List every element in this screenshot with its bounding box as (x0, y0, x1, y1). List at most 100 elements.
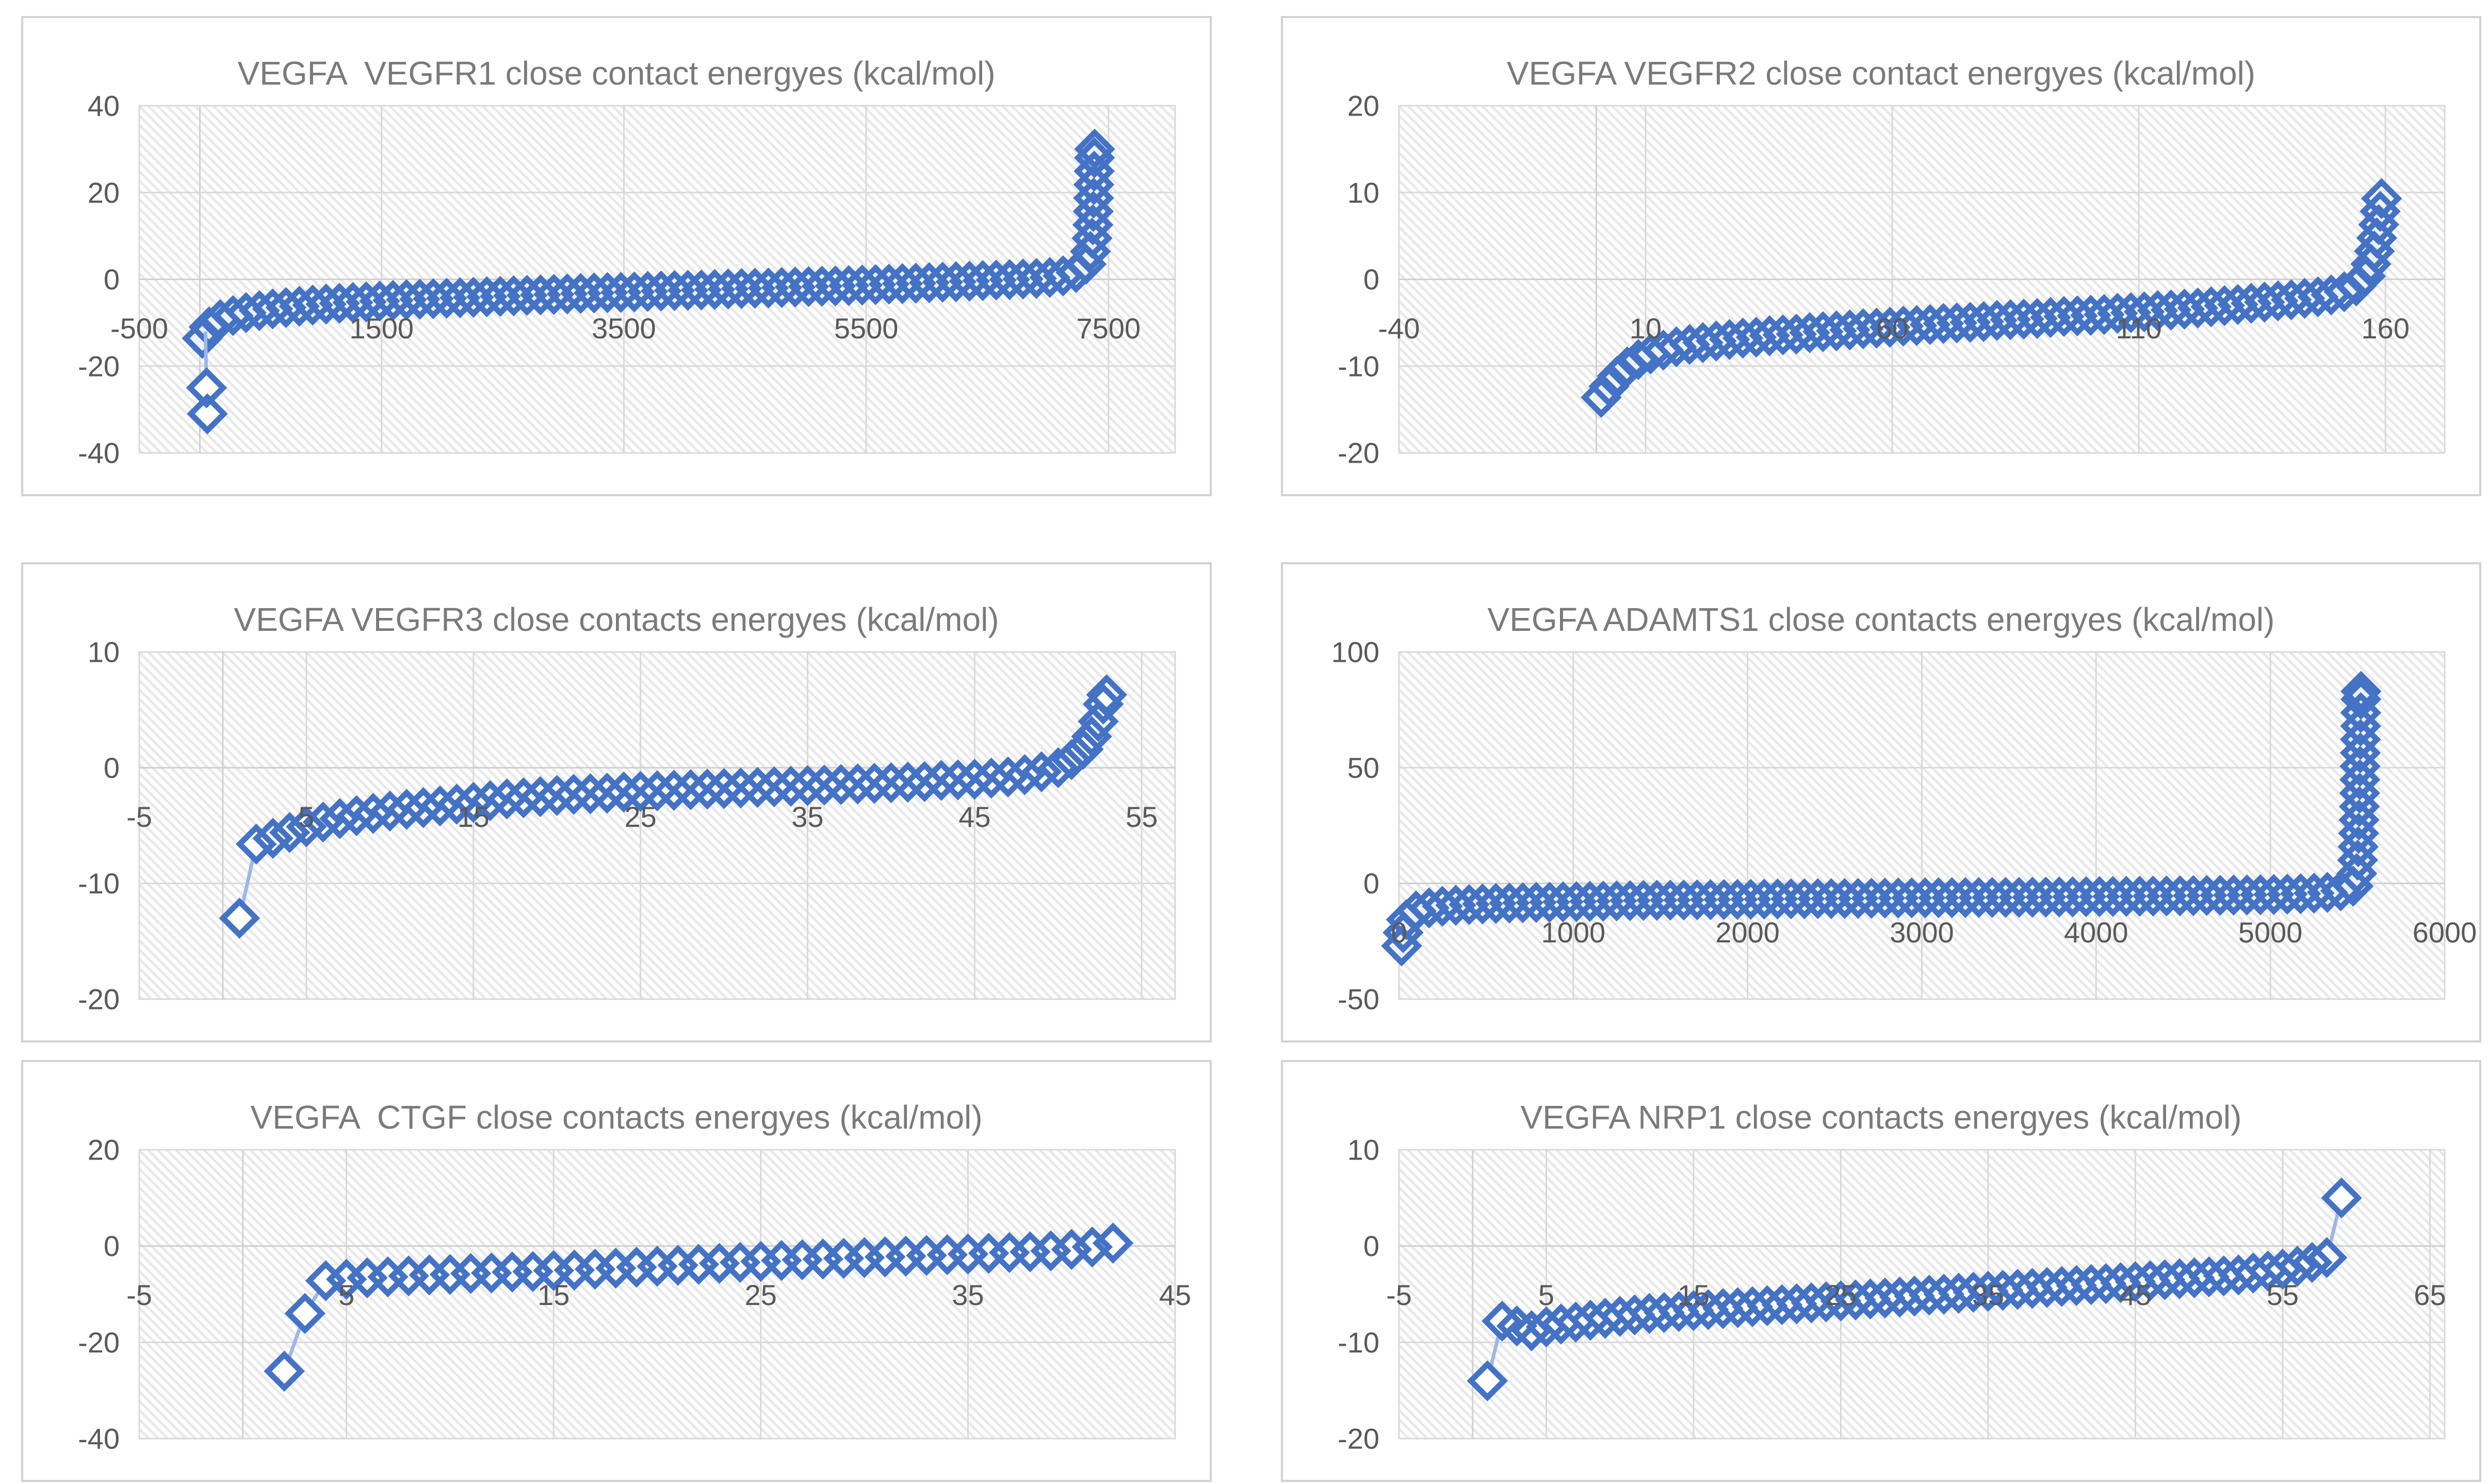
svg-text:25: 25 (1825, 1279, 1857, 1311)
svg-text:35: 35 (1972, 1279, 2004, 1311)
diamond-markers (219, 674, 1127, 939)
series-vegfa-adamts1 (1381, 671, 2382, 967)
svg-text:-5: -5 (1386, 1279, 1412, 1311)
svg-text:45: 45 (958, 801, 990, 833)
chart-card-vegfa-ctgf[interactable]: 20 0 -20 -40 -5 5 15 25 35 45 VEGFA CTGF close con… (21, 1060, 1212, 1482)
svg-text:-20: -20 (78, 350, 120, 382)
y-axis-labels: 20 10 0 -10 -20 (1338, 90, 1379, 469)
svg-text:-20: -20 (1338, 1423, 1379, 1455)
svg-text:7500: 7500 (1077, 312, 1141, 345)
chart-title-vegfa-vegfr1: VEGFA VEGFR1 close contact energyes (kca… (237, 55, 996, 92)
svg-text:5: 5 (298, 801, 314, 833)
svg-text:3000: 3000 (1890, 916, 1954, 949)
x-axis-labels: 0 1000 2000 3000 4000 5000 6000 (1391, 916, 2477, 949)
x-axis-labels: -5 5 15 25 35 45 (126, 1279, 1191, 1311)
svg-text:15: 15 (1678, 1279, 1710, 1311)
svg-text:-40: -40 (78, 437, 120, 469)
svg-text:5: 5 (338, 1279, 354, 1311)
svg-text:55: 55 (2267, 1279, 2299, 1311)
svg-text:-10: -10 (1338, 1326, 1379, 1359)
svg-text:110: 110 (2116, 312, 2162, 345)
x-axis-labels: -5 5 15 25 35 45 55 (126, 801, 1158, 833)
chart-card-vegfa-vegfr3[interactable]: 10 0 -10 -20 -5 5 15 25 35 45 55 VEGFA VEGFR3 close… (21, 562, 1212, 1042)
svg-text:35: 35 (952, 1279, 984, 1311)
chart-card-vegfa-nrp1[interactable]: 10 0 -10 -20 -5 5 15 25 35 45 55 65 VEGFA NRP1 close… (1281, 1060, 2481, 1482)
svg-text:20: 20 (88, 1134, 120, 1166)
svg-text:10: 10 (88, 636, 120, 668)
svg-text:0: 0 (104, 263, 120, 296)
svg-text:1500: 1500 (349, 312, 414, 345)
svg-text:10: 10 (1347, 176, 1379, 209)
chart-plot-vegfa-vegfr2: 20 10 0 -10 -20 -40 10 60 110 160 (1338, 90, 2446, 469)
y-axis-labels: 10 0 -10 -20 (78, 636, 120, 1016)
outlier-markers (186, 367, 228, 435)
svg-text:6000: 6000 (2413, 916, 2477, 949)
svg-text:-10: -10 (78, 867, 120, 900)
svg-text:25: 25 (745, 1279, 777, 1311)
series-vegfa-vegfr3 (219, 674, 1127, 939)
svg-text:10: 10 (1630, 312, 1662, 345)
svg-text:15: 15 (538, 1279, 570, 1311)
svg-text:50: 50 (1347, 752, 1379, 784)
svg-text:160: 160 (2362, 312, 2410, 345)
svg-text:2000: 2000 (1715, 916, 1780, 949)
svg-text:3500: 3500 (592, 312, 656, 345)
svg-text:0: 0 (1363, 867, 1379, 900)
chart-plot-vegfa-ctgf: 20 0 -20 -40 -5 5 15 25 35 45 (78, 1134, 1191, 1455)
x-axis-labels: -5 5 15 25 35 45 55 65 (1386, 1279, 2446, 1311)
diamond-markers (264, 1222, 1134, 1392)
svg-text:-20: -20 (1338, 437, 1379, 469)
plot-area (138, 1149, 1176, 1440)
gridlines (138, 1149, 1176, 1440)
diamond-markers (1467, 1177, 2362, 1401)
svg-text:10: 10 (1347, 1134, 1379, 1166)
chart-card-vegfa-vegfr2[interactable]: 20 10 0 -10 -20 -40 10 60 110 160 VEGFA VEGFR2 clo… (1281, 16, 2481, 496)
gridlines (1398, 105, 2445, 454)
svg-text:45: 45 (1159, 1279, 1191, 1311)
svg-text:-5: -5 (126, 1279, 152, 1311)
diamond-markers (182, 128, 1115, 359)
svg-text:35: 35 (791, 801, 823, 833)
chart-title-vegfa-ctgf: VEGFA CTGF close contacts energyes (kcal… (250, 1099, 983, 1136)
chart-title-vegfa-adamts1: VEGFA ADAMTS1 close contacts energyes (k… (1487, 601, 2275, 638)
svg-text:0: 0 (104, 752, 120, 784)
diamond-markers (1381, 671, 2382, 967)
svg-text:1000: 1000 (1541, 916, 1606, 949)
svg-text:0: 0 (1363, 1230, 1379, 1262)
svg-text:5: 5 (1538, 1279, 1554, 1311)
series-vegfa-vegfr1 (182, 128, 1115, 435)
svg-text:-20: -20 (78, 983, 120, 1016)
svg-text:20: 20 (88, 176, 120, 209)
chart-title-vegfa-vegfr2: VEGFA VEGFR2 close contact energyes (kca… (1506, 55, 2256, 92)
svg-text:60: 60 (1876, 312, 1908, 345)
svg-text:55: 55 (1126, 801, 1158, 833)
chart-title-vegfa-vegfr3: VEGFA VEGFR3 close contacts energyes (kc… (234, 601, 999, 638)
svg-text:-500: -500 (110, 312, 168, 345)
series-vegfa-nrp1 (1467, 1177, 2362, 1401)
svg-text:-40: -40 (78, 1423, 120, 1455)
svg-text:0: 0 (1363, 263, 1379, 296)
x-axis-labels: -40 10 60 110 160 (1378, 312, 2410, 345)
gridlines (1398, 1149, 2445, 1440)
svg-text:4000: 4000 (2064, 916, 2128, 949)
svg-text:0: 0 (104, 1230, 120, 1262)
series-vegfa-vegfr2 (1581, 178, 2402, 418)
y-axis-labels: 40 20 0 -20 -40 (78, 90, 120, 469)
x-axis-labels: -500 1500 3500 5500 7500 (110, 312, 1141, 345)
svg-text:25: 25 (624, 801, 656, 833)
chart-plot-vegfa-nrp1: 10 0 -10 -20 -5 5 15 25 35 45 55 65 (1338, 1134, 2446, 1455)
chart-card-vegfa-adamts1[interactable]: 100 50 0 -50 0 1000 2000 3000 4000 5000 6000 VEGFA … (1281, 562, 2481, 1042)
svg-text:20: 20 (1347, 90, 1379, 122)
svg-text:0: 0 (1391, 916, 1407, 949)
y-axis-labels: 10 0 -10 -20 (1338, 1134, 1379, 1455)
svg-text:-10: -10 (1338, 350, 1379, 382)
svg-text:5500: 5500 (834, 312, 899, 345)
series-vegfa-ctgf (264, 1222, 1134, 1392)
svg-text:40: 40 (88, 90, 120, 122)
svg-text:100: 100 (1331, 636, 1379, 668)
svg-text:45: 45 (2119, 1279, 2151, 1311)
y-axis-labels: 100 50 0 -50 (1331, 636, 1379, 1016)
chart-plot-vegfa-adamts1: 100 50 0 -50 0 1000 2000 3000 4000 5000 6000 (1331, 636, 2477, 1016)
chart-card-vegfa-vegfr1[interactable]: 40 20 0 -20 -40 -500 1500 3500 5500 7500 VEGFA VEG… (21, 16, 1212, 496)
